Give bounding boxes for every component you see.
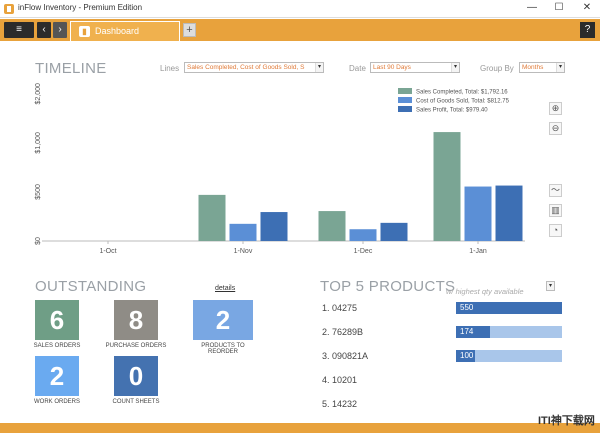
product-bar-fill bbox=[456, 326, 490, 338]
bar bbox=[495, 185, 523, 241]
product-name: 5. 14232 bbox=[322, 399, 358, 409]
bar-chart-button[interactable]: ▥ bbox=[549, 204, 562, 217]
outstanding-tile[interactable]: 6 bbox=[35, 300, 79, 340]
top-products-title: TOP 5 PRODUCTS bbox=[320, 278, 456, 295]
x-tick-label: 1-Nov bbox=[234, 248, 253, 255]
outstanding-tile[interactable]: 2 bbox=[193, 300, 253, 340]
product-name: 2. 76289B bbox=[322, 327, 364, 337]
zoom-out-button[interactable]: ⊖ bbox=[549, 122, 562, 135]
product-bar-value: 550 bbox=[460, 303, 474, 312]
bar bbox=[318, 211, 346, 241]
chevron-right-icon: › bbox=[58, 24, 62, 35]
bar bbox=[349, 229, 377, 241]
bar bbox=[464, 186, 492, 241]
product-name: 3. 090821A bbox=[322, 351, 369, 361]
legend-swatch bbox=[398, 97, 412, 103]
lines-select[interactable]: Sales Completed, Cost of Goods Sold, S ▾ bbox=[184, 62, 324, 73]
tab-dashboard[interactable]: ▮ Dashboard bbox=[70, 21, 180, 41]
y-tick-label: $500 bbox=[35, 184, 42, 200]
close-button[interactable]: ✕ bbox=[582, 2, 592, 13]
main-menu-button[interactable]: ≡ bbox=[4, 22, 34, 38]
x-tick-label: 1-Oct bbox=[99, 248, 116, 255]
title-bar: inFlow Inventory - Premium Edition — ☐ ✕ bbox=[0, 0, 600, 18]
product-bar: 100 bbox=[456, 350, 562, 362]
product-name: 4. 10201 bbox=[322, 375, 358, 385]
chevron-down-icon: ▾ bbox=[315, 63, 323, 72]
product-bar-value: 100 bbox=[460, 351, 474, 360]
details-link[interactable]: details bbox=[215, 285, 236, 292]
x-tick-label: 1-Jan bbox=[469, 248, 487, 255]
date-select-value: Last 90 Days bbox=[373, 64, 411, 71]
groupby-select-value: Months bbox=[522, 64, 544, 71]
lines-label: Lines bbox=[160, 64, 180, 73]
product-bar-value: 174 bbox=[460, 327, 474, 336]
top-products-filter[interactable]: w/ highest qty available ▾ bbox=[446, 281, 556, 296]
zoom-in-icon: ⊕ bbox=[551, 103, 560, 113]
bar bbox=[380, 222, 408, 241]
y-tick-label: $1,000 bbox=[35, 132, 42, 154]
timeline-title: TIMELINE bbox=[35, 60, 107, 77]
bar bbox=[433, 132, 461, 241]
outstanding-tile-label: WORK ORDERS bbox=[33, 399, 80, 405]
back-button[interactable]: ‹ bbox=[37, 22, 51, 38]
lines-select-value: Sales Completed, Cost of Goods Sold, S bbox=[187, 64, 305, 71]
tab-dashboard-label: Dashboard bbox=[95, 26, 140, 36]
chevron-down-icon: ▾ bbox=[546, 281, 555, 291]
add-tab-button[interactable]: + bbox=[183, 23, 196, 37]
line-chart-icon: 〜 bbox=[550, 185, 560, 195]
date-label: Date bbox=[349, 64, 366, 73]
hamburger-icon: ≡ bbox=[16, 24, 22, 35]
forward-button[interactable]: › bbox=[53, 22, 67, 38]
chevron-down-icon: ▾ bbox=[451, 63, 459, 72]
outstanding-tile-label: SALES ORDERS bbox=[33, 343, 81, 349]
legend-entry: Sales Profit, Total: $979.40 bbox=[416, 108, 488, 114]
y-tick-label: $2,000 bbox=[35, 83, 42, 105]
x-tick-label: 1-Dec bbox=[354, 248, 373, 255]
legend-entry: Sales Completed, Total: $1,792.16 bbox=[416, 90, 508, 96]
window-title: inFlow Inventory - Premium Edition bbox=[18, 3, 143, 12]
product-bar-fill bbox=[456, 302, 562, 314]
bar bbox=[198, 194, 226, 241]
chevron-down-icon: ▾ bbox=[556, 63, 564, 72]
outstanding-tile-label: COUNT SHEETS bbox=[112, 399, 160, 405]
bar bbox=[229, 223, 257, 241]
groupby-select[interactable]: Months ▾ bbox=[519, 62, 565, 73]
product-bar: 550 bbox=[456, 302, 562, 314]
pie-chart-button[interactable]: ◔ bbox=[549, 224, 562, 237]
minimize-button[interactable]: — bbox=[527, 2, 537, 13]
outstanding-tile-label: PURCHASE ORDERS bbox=[105, 343, 167, 349]
groupby-label: Group By bbox=[480, 64, 514, 73]
help-icon: ? bbox=[584, 24, 591, 35]
legend-swatch bbox=[398, 106, 412, 112]
product-name: 1. 04275 bbox=[322, 303, 358, 313]
bar-chart-icon: ▥ bbox=[551, 205, 560, 215]
timeline-chart: $0 $500 $1,000 $2,000 1-Oct 1-Nov 1-Dec 1-Jan Sa… bbox=[35, 83, 525, 255]
legend-entry: Cost of Goods Sold, Total: $812.75 bbox=[416, 99, 510, 105]
outstanding-tile[interactable]: 0 bbox=[114, 356, 158, 396]
bar bbox=[260, 212, 288, 241]
chevron-left-icon: ‹ bbox=[42, 24, 46, 35]
dashboard-icon: ▮ bbox=[79, 26, 90, 37]
legend-swatch bbox=[398, 88, 412, 94]
y-tick-label: $0 bbox=[35, 237, 42, 245]
pie-chart-icon: ◔ bbox=[552, 225, 559, 235]
help-button[interactable]: ? bbox=[580, 22, 595, 38]
zoom-in-button[interactable]: ⊕ bbox=[549, 102, 562, 115]
app-logo-icon bbox=[4, 4, 14, 14]
watermark-text: ITI神下载网 bbox=[538, 415, 595, 427]
outstanding-tile[interactable]: 8 bbox=[114, 300, 158, 340]
outstanding-title: OUTSTANDING bbox=[35, 278, 147, 295]
tab-toolbar: ≡ ‹ › ▮ Dashboard + ? bbox=[0, 19, 600, 41]
outstanding-tile[interactable]: 2 bbox=[35, 356, 79, 396]
zoom-out-icon: ⊖ bbox=[551, 123, 560, 133]
outstanding-tile-label: PRODUCTS TO REORDER bbox=[201, 343, 245, 355]
product-bar-fill bbox=[456, 350, 476, 362]
maximize-button[interactable]: ☐ bbox=[554, 2, 564, 13]
product-bar: 174 bbox=[456, 326, 562, 338]
line-chart-button[interactable]: 〜 bbox=[549, 184, 562, 197]
top-products-filter-value: w/ highest qty available bbox=[446, 287, 524, 296]
date-select[interactable]: Last 90 Days ▾ bbox=[370, 62, 460, 73]
bottom-bar bbox=[0, 423, 600, 433]
